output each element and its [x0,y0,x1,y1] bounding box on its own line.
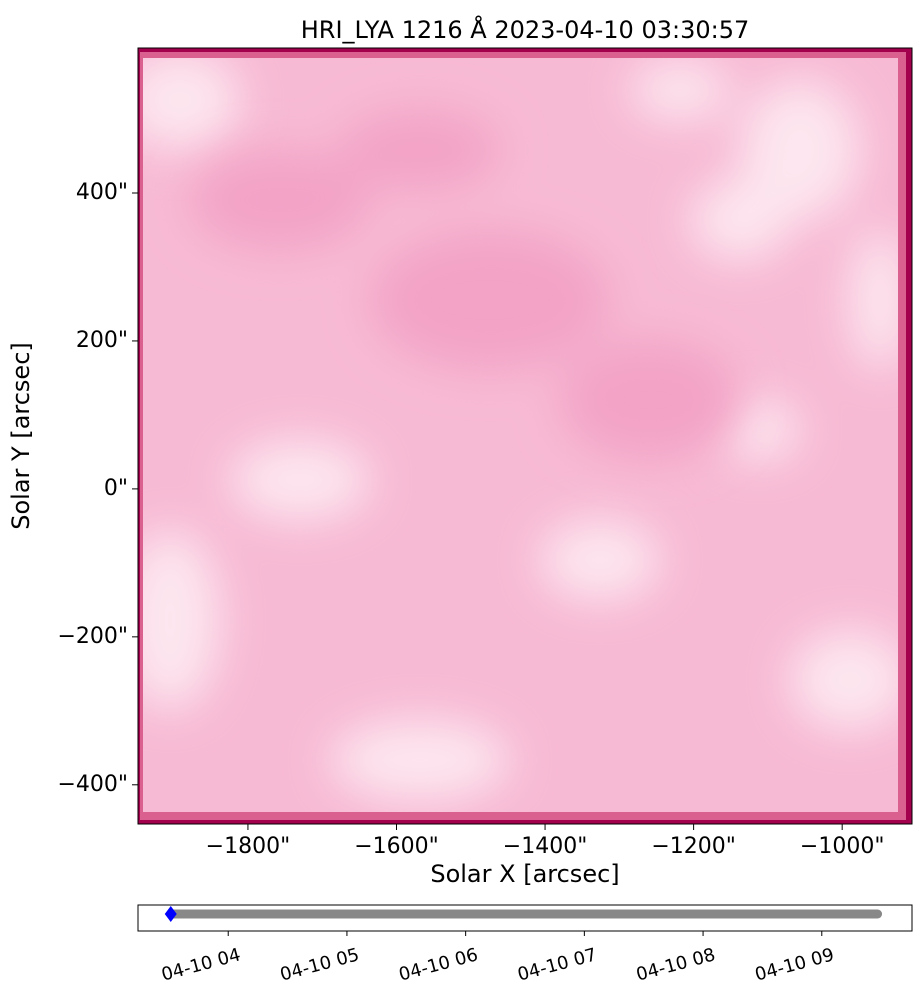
x-tick-label: 04-10 06 [397,944,481,985]
x-tick-label: −1400" [503,834,588,859]
chart-title: HRI_LYA 1216 Å 2023-04-10 03:30:57 [301,15,749,44]
x-tick-label: −1600" [354,834,439,859]
y-tick-label: 400" [76,180,128,205]
x-tick-label: 04-10 08 [634,944,718,985]
x-tick-label: −1000" [800,834,885,859]
x-tick-label: 04-10 09 [753,944,837,985]
solar-image [138,48,912,824]
y-tick-label: −400" [57,772,128,797]
axes-frame [137,47,913,825]
x-tick-label: 04-10 07 [515,944,599,985]
x-tick-label: 04-10 05 [278,944,362,985]
x-tick-label: −1200" [651,834,736,859]
x-axis-label: Solar X [arcsec] [430,860,619,888]
y-tick-label: 0" [104,476,128,501]
y-tick-label: −200" [57,624,128,649]
y-axis-label: Solar Y [arcsec] [7,342,35,530]
x-tick-label: 04-10 04 [159,944,243,985]
current-time-marker [164,906,177,922]
y-tick-label: 200" [76,328,128,353]
x-tick-label: −1800" [206,834,291,859]
